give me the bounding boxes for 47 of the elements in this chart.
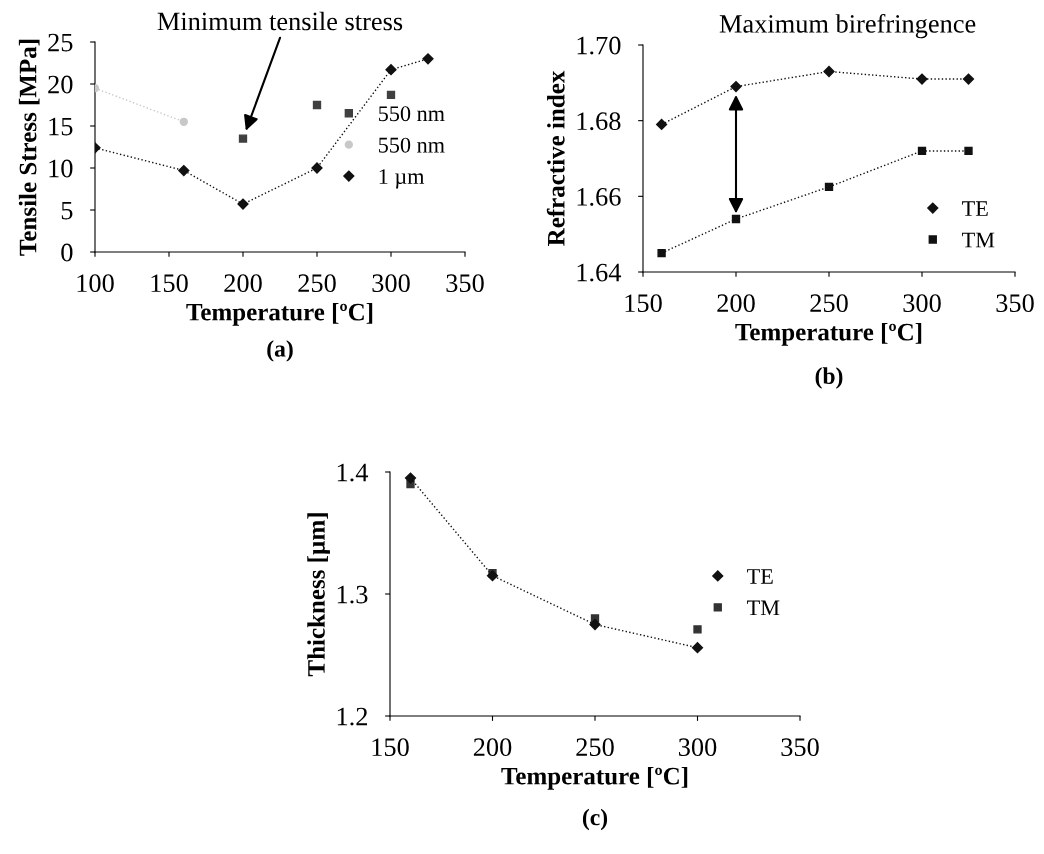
y-tick-label: 1.64 (577, 263, 622, 282)
x-tick-label: 200 (473, 738, 512, 757)
x-tick-label: 150 (625, 294, 662, 313)
x-axis-title: Temperature [ºC] (501, 767, 688, 790)
y-tick-label: 1.4 (337, 463, 369, 482)
x-tick-label: 150 (372, 738, 409, 757)
x-tick-label: 300 (678, 738, 717, 757)
y-tick-label: 1.2 (337, 707, 368, 726)
x-tick-label: 350 (996, 294, 1034, 313)
x-tick-label: 300 (372, 274, 410, 293)
x-tick-label: 300 (903, 294, 941, 313)
x-tick-label: 250 (298, 274, 336, 293)
text: (c) (582, 808, 608, 831)
x-tick-label: 350 (781, 738, 819, 757)
x-axis-title: Temperature [ºC] (186, 303, 373, 326)
y-tick-label: 15 (49, 117, 73, 136)
y-tick-label: 10 (49, 159, 73, 178)
y-axis-title: Tensile Stress [MPa] (18, 39, 40, 256)
x-tick-label: 150 (151, 274, 188, 293)
legend-label: TE (747, 569, 773, 584)
y-tick-label: 25 (48, 33, 73, 52)
x-tick-label: 250 (576, 738, 614, 757)
y-tick-label: 1.3 (337, 585, 368, 604)
y-tick-label: 5 (61, 201, 73, 220)
legend-label: TM (747, 600, 780, 616)
y-axis-title: Refractive index (546, 70, 565, 246)
legend-label: 550 nm (379, 106, 445, 122)
y-tick-label: 0 (61, 243, 73, 262)
text: (b) (815, 367, 843, 389)
legend-label: TE (962, 201, 988, 216)
x-tick-label: 200 (224, 274, 262, 293)
y-tick-label: 20 (48, 75, 73, 94)
y-tick-label: 1.68 (577, 112, 621, 131)
x-axis-title: Temperature [ºC] (735, 323, 922, 346)
y-axis-title: Thickness [µm] (307, 513, 330, 677)
x-tick-label: 250 (810, 294, 848, 313)
legend-label: 1 µm (379, 169, 425, 189)
x-tick-label: 100 (77, 274, 114, 293)
x-tick-label: 200 (717, 294, 755, 313)
y-tick-label: 1.66 (577, 188, 621, 206)
text: Maximum birefringence (719, 13, 976, 39)
x-tick-label: 350 (446, 274, 484, 293)
legend-label: TM (962, 232, 995, 248)
legend-label: 550 nm (379, 137, 445, 153)
y-tick-label: 1.70 (577, 36, 621, 55)
text: Minimum tensile stress (157, 11, 403, 31)
text: (a) (267, 340, 293, 362)
